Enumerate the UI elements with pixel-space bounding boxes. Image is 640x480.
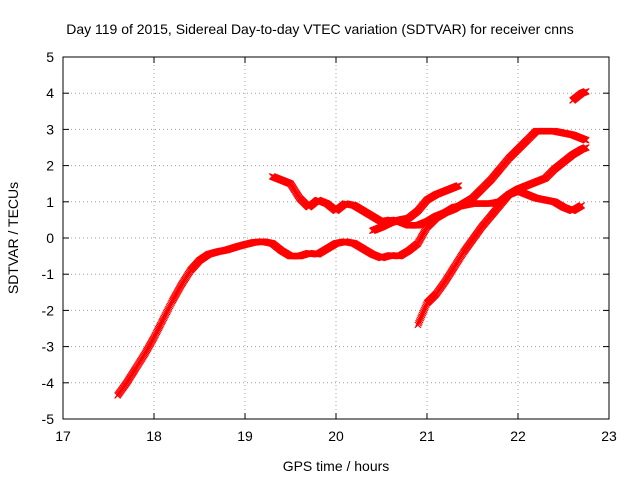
x-axis-label: GPS time / hours	[283, 458, 390, 474]
series-track-rising	[414, 187, 586, 329]
y-tick-label: -5	[42, 411, 55, 427]
data-point	[582, 136, 590, 144]
x-tick-label: 20	[328, 428, 344, 444]
grid	[63, 57, 609, 419]
y-tick-label: 2	[46, 158, 54, 174]
series-track-main	[114, 144, 590, 399]
chart-title: Day 119 of 2015, Sidereal Day-to-day VTE…	[66, 21, 574, 37]
x-tick-label: 23	[601, 428, 617, 444]
y-tick-label: -3	[42, 339, 55, 355]
y-tick-label: -1	[42, 266, 55, 282]
data-point	[582, 87, 590, 95]
data-point	[578, 201, 586, 209]
y-tick-label: 4	[46, 85, 54, 101]
y-tick-label: 5	[46, 49, 54, 65]
x-tick-label: 18	[146, 428, 162, 444]
x-tick-label: 19	[237, 428, 253, 444]
y-tick-label: 1	[46, 194, 54, 210]
data-point	[455, 182, 463, 189]
y-tick-label: -2	[42, 302, 55, 318]
x-tick-label: 22	[510, 428, 526, 444]
y-tick-label: -4	[42, 375, 55, 391]
x-tick-label: 21	[419, 428, 435, 444]
data-point	[582, 144, 590, 151]
y-axis-label: SDTVAR / TECUs	[5, 182, 21, 294]
y-tick-label: 0	[46, 230, 54, 246]
y-tick-label: 3	[46, 121, 54, 137]
x-tick-label: 17	[55, 428, 71, 444]
series-track-segment	[368, 182, 463, 235]
series-track-top	[569, 87, 590, 104]
series-layer	[114, 87, 590, 399]
